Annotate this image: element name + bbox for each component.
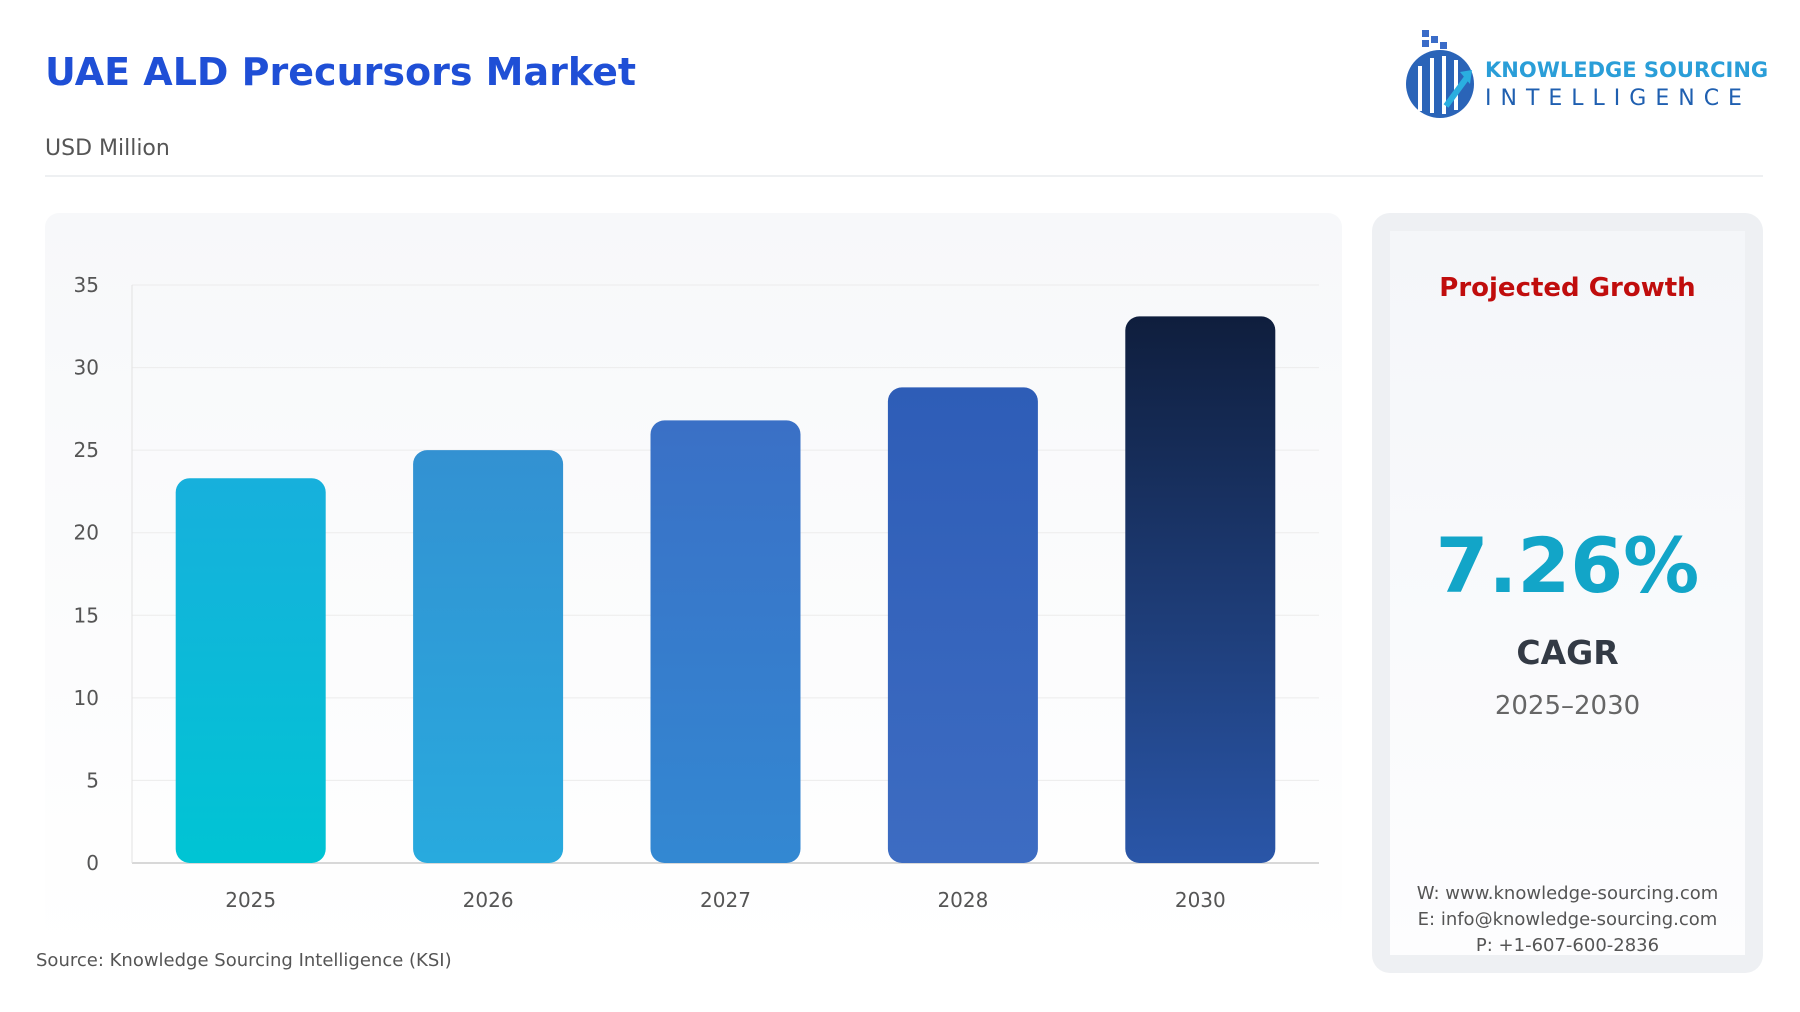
growth-card: Projected Growth 7.26% CAGR 2025–2030 W:…: [1372, 213, 1763, 973]
bar-2028: [887, 387, 1038, 863]
x-tick-label: 2028: [937, 888, 988, 912]
logo-globe-icon: [1406, 30, 1474, 118]
bar-2025: [175, 478, 326, 863]
page-title: UAE ALD Precursors Market: [45, 50, 637, 94]
email-link[interactable]: E: info@knowledge-sourcing.com: [1417, 909, 1718, 930]
y-tick-label: 15: [74, 603, 99, 627]
bar-2027: [650, 420, 801, 863]
y-tick-label: 35: [74, 273, 99, 297]
logo-text-1: KNOWLEDGE SOURCING: [1485, 58, 1769, 82]
card-heading: Projected Growth: [1439, 273, 1696, 303]
cagr-value: 7.26%: [1435, 521, 1700, 610]
bar-2030: [1125, 316, 1276, 863]
y-tick-label: 20: [74, 521, 99, 545]
unit-subtitle: USD Million: [45, 136, 170, 161]
chart-panel: 0 5 10 15 20 25 30 35 2025 2026 2027 2028 2030: [45, 213, 1342, 958]
logo-text-2: INTELLIGENCE: [1485, 86, 1751, 111]
divider: [45, 175, 1763, 177]
phone-text: P: +1-607-600-2836: [1475, 935, 1660, 956]
cagr-period: 2025–2030: [1494, 691, 1641, 721]
x-tick-label: 2026: [463, 888, 514, 912]
bar-2026: [413, 450, 564, 863]
company-logo: KNOWLEDGE SOURCING INTELLIGENCE: [1400, 26, 1768, 121]
x-tick-label: 2025: [225, 888, 276, 912]
y-tick-label: 5: [86, 768, 99, 792]
website-link[interactable]: W: www.knowledge-sourcing.com: [1416, 883, 1719, 904]
x-tick-label: 2027: [700, 888, 751, 912]
source-note: Source: Knowledge Sourcing Intelligence …: [36, 950, 452, 971]
y-tick-label: 30: [74, 356, 99, 380]
y-tick-label: 0: [86, 851, 99, 875]
y-tick-label: 10: [74, 686, 99, 710]
cagr-label: CAGR: [1516, 633, 1619, 672]
y-tick-label: 25: [74, 438, 99, 462]
x-tick-label: 2030: [1175, 888, 1226, 912]
